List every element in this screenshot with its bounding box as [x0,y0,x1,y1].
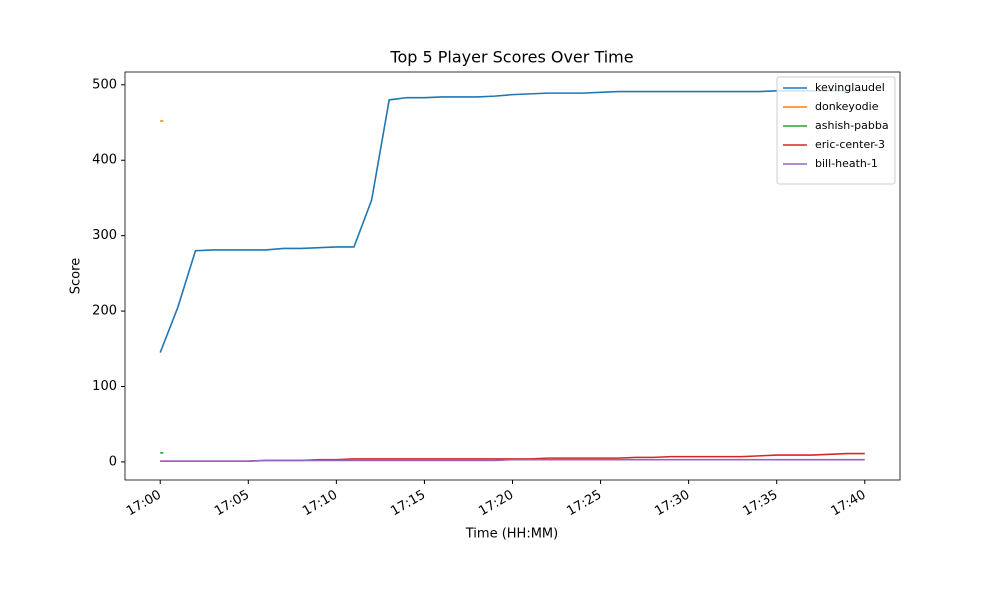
legend-label: kevinglaudel [815,81,885,94]
series-line [160,458,865,462]
legend-label: ashish-pabba [815,119,889,132]
legend-label: bill-heath-1 [815,157,878,170]
y-tick-label: 200 [92,304,117,319]
y-tick-label: 300 [92,228,117,243]
y-tick-label: 100 [92,379,117,394]
legend-box [776,76,896,185]
legend-label: donkeyodie [815,100,879,113]
y-tick-label: 0 [109,454,117,469]
y-axis-label: Score [69,258,84,294]
y-tick-label: 500 [92,77,117,92]
legend-label: eric-center-3 [815,138,885,151]
x-axis-label: Time (HH:MM) [465,527,558,542]
series-line [159,89,865,353]
chart-title: Top 5 Player Scores Over Time [389,48,633,67]
y-tick-label: 400 [92,153,117,168]
